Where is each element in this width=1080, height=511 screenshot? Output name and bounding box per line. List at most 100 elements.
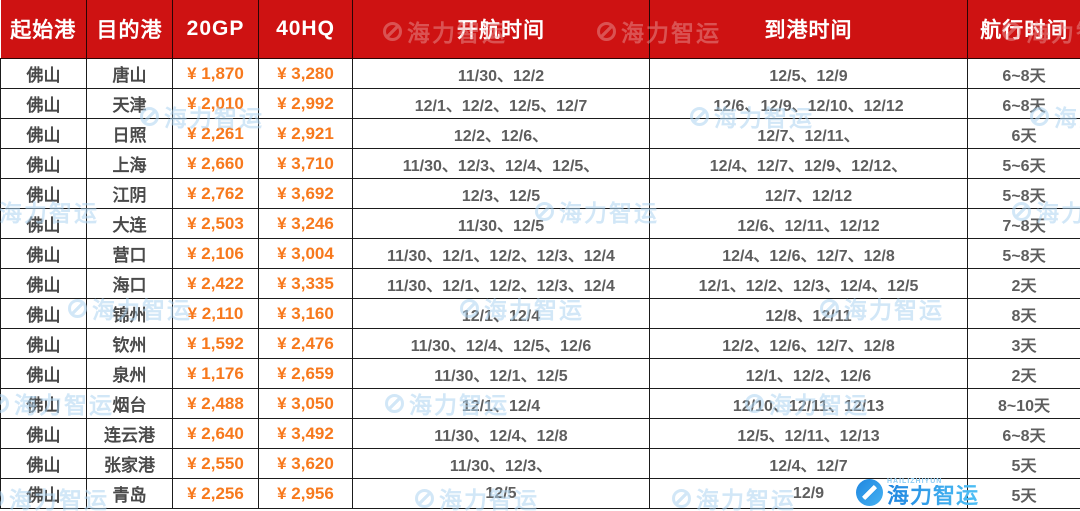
sailing-duration-cell: 8天 (967, 298, 1080, 329)
price-40hq-cell: ¥ 2,956 (258, 478, 353, 509)
table-row: 佛山 海口 ¥ 2,422 ¥ 3,335 11/30、12/1、12/2、12/3、1… (0, 268, 1080, 299)
column-header-40hq-price: 40HQ (258, 0, 353, 59)
table-row: 佛山 日照 ¥ 2,261 ¥ 2,921 12/2、12/6、 12/7、12/11、 6… (0, 118, 1080, 149)
column-header-origin-port: 起始港 (0, 0, 87, 59)
sailing-duration-cell: 8~10天 (967, 388, 1080, 419)
price-20gp-cell: ¥ 2,422 (172, 268, 259, 299)
arrival-dates-cell: 12/4、12/6、12/7、12/8 (649, 238, 968, 269)
table-row: 佛山 唐山 ¥ 1,870 ¥ 3,280 11/30、12/2 12/5、12/9 6~8… (0, 58, 1080, 89)
departure-dates-cell: 11/30、12/2 (352, 58, 650, 89)
column-header-departure-time: 开航时间 (352, 0, 650, 59)
table-row: 佛山 江阴 ¥ 2,762 ¥ 3,692 12/3、12/5 12/7、12/12 5~8… (0, 178, 1080, 209)
price-20gp-cell: ¥ 2,106 (172, 238, 259, 269)
price-40hq-cell: ¥ 2,476 (258, 328, 353, 359)
origin-port-cell: 佛山 (0, 328, 87, 359)
table-row: 佛山 锦州 ¥ 2,110 ¥ 3,160 12/1、12/4 12/8、12/11 8天 (0, 298, 1080, 329)
price-20gp-cell: ¥ 1,176 (172, 358, 259, 389)
arrival-dates-cell: 12/1、12/2、12/3、12/4、12/5 (649, 268, 968, 299)
sailing-duration-cell: 6天 (967, 118, 1080, 149)
table-row: 佛山 上海 ¥ 2,660 ¥ 3,710 11/30、12/3、12/4、12/5、 1… (0, 148, 1080, 179)
departure-dates-cell: 11/30、12/4、12/5、12/6 (352, 328, 650, 359)
destination-port-cell: 江阴 (86, 178, 173, 209)
arrival-dates-cell: 12/1、12/2、12/6 (649, 358, 968, 389)
departure-dates-cell: 12/2、12/6、 (352, 118, 650, 149)
price-40hq-cell: ¥ 3,620 (258, 448, 353, 479)
origin-port-cell: 佛山 (0, 178, 87, 209)
destination-port-cell: 上海 (86, 148, 173, 179)
table-row: 佛山 青岛 ¥ 2,256 ¥ 2,956 12/5 12/9 5天 (0, 478, 1080, 509)
price-40hq-cell: ¥ 3,246 (258, 208, 353, 239)
departure-dates-cell: 12/1、12/2、12/5、12/7 (352, 88, 650, 119)
price-20gp-cell: ¥ 2,256 (172, 478, 259, 509)
origin-port-cell: 佛山 (0, 418, 87, 449)
column-header-arrival-time: 到港时间 (649, 0, 968, 59)
price-20gp-cell: ¥ 1,592 (172, 328, 259, 359)
sailing-duration-cell: 3天 (967, 328, 1080, 359)
destination-port-cell: 日照 (86, 118, 173, 149)
sailing-duration-cell: 5~8天 (967, 238, 1080, 269)
table-row: 佛山 钦州 ¥ 1,592 ¥ 2,476 11/30、12/4、12/5、12/6 12… (0, 328, 1080, 359)
price-40hq-cell: ¥ 3,710 (258, 148, 353, 179)
departure-dates-cell: 12/3、12/5 (352, 178, 650, 209)
table-row: 佛山 营口 ¥ 2,106 ¥ 3,004 11/30、12/1、12/2、12/3、1… (0, 238, 1080, 269)
table-row: 佛山 张家港 ¥ 2,550 ¥ 3,620 11/30、12/3、 12/4、12/7 5… (0, 448, 1080, 479)
table-row: 佛山 连云港 ¥ 2,640 ¥ 3,492 11/30、12/4、12/8 12/5、1… (0, 418, 1080, 449)
origin-port-cell: 佛山 (0, 388, 87, 419)
departure-dates-cell: 11/30、12/1、12/5 (352, 358, 650, 389)
sailing-duration-cell: 6~8天 (967, 418, 1080, 449)
destination-port-cell: 锦州 (86, 298, 173, 329)
sailing-duration-cell: 5天 (967, 448, 1080, 479)
arrival-dates-cell: 12/2、12/6、12/7、12/8 (649, 328, 968, 359)
destination-port-cell: 海口 (86, 268, 173, 299)
origin-port-cell: 佛山 (0, 238, 87, 269)
destination-port-cell: 大连 (86, 208, 173, 239)
price-40hq-cell: ¥ 2,659 (258, 358, 353, 389)
column-header-destination-port: 目的港 (86, 0, 173, 59)
price-20gp-cell: ¥ 2,503 (172, 208, 259, 239)
price-40hq-cell: ¥ 3,492 (258, 418, 353, 449)
origin-port-cell: 佛山 (0, 268, 87, 299)
price-20gp-cell: ¥ 2,261 (172, 118, 259, 149)
table-row: 佛山 烟台 ¥ 2,488 ¥ 3,050 12/1、12/4 12/10、12/11、1… (0, 388, 1080, 419)
departure-dates-cell: 12/5 (352, 478, 650, 509)
destination-port-cell: 连云港 (86, 418, 173, 449)
table-header-row: 起始港 目的港 20GP 40HQ 开航时间 到港时间 航行时间 (0, 0, 1080, 59)
destination-port-cell: 青岛 (86, 478, 173, 509)
price-20gp-cell: ¥ 2,762 (172, 178, 259, 209)
price-20gp-cell: ¥ 2,660 (172, 148, 259, 179)
destination-port-cell: 营口 (86, 238, 173, 269)
departure-dates-cell: 11/30、12/5 (352, 208, 650, 239)
price-40hq-cell: ¥ 3,050 (258, 388, 353, 419)
table-row: 佛山 大连 ¥ 2,503 ¥ 3,246 11/30、12/5 12/6、12/11、1… (0, 208, 1080, 239)
sailing-duration-cell: 6~8天 (967, 88, 1080, 119)
origin-port-cell: 佛山 (0, 58, 87, 89)
destination-port-cell: 唐山 (86, 58, 173, 89)
price-40hq-cell: ¥ 3,280 (258, 58, 353, 89)
arrival-dates-cell: 12/7、12/11、 (649, 118, 968, 149)
price-20gp-cell: ¥ 1,870 (172, 58, 259, 89)
arrival-dates-cell: 12/7、12/12 (649, 178, 968, 209)
departure-dates-cell: 11/30、12/1、12/2、12/3、12/4 (352, 238, 650, 269)
departure-dates-cell: 12/1、12/4 (352, 298, 650, 329)
column-header-20gp-price: 20GP (172, 0, 259, 59)
origin-port-cell: 佛山 (0, 448, 87, 479)
price-20gp-cell: ¥ 2,488 (172, 388, 259, 419)
table-row: 佛山 泉州 ¥ 1,176 ¥ 2,659 11/30、12/1、12/5 12/1、12… (0, 358, 1080, 389)
sailing-duration-cell: 2天 (967, 268, 1080, 299)
price-20gp-cell: ¥ 2,640 (172, 418, 259, 449)
arrival-dates-cell: 12/5、12/9 (649, 58, 968, 89)
destination-port-cell: 张家港 (86, 448, 173, 479)
price-40hq-cell: ¥ 3,692 (258, 178, 353, 209)
price-20gp-cell: ¥ 2,110 (172, 298, 259, 329)
origin-port-cell: 佛山 (0, 118, 87, 149)
price-40hq-cell: ¥ 3,335 (258, 268, 353, 299)
departure-dates-cell: 11/30、12/3、 (352, 448, 650, 479)
price-40hq-cell: ¥ 2,921 (258, 118, 353, 149)
arrival-dates-cell: 12/8、12/11 (649, 298, 968, 329)
destination-port-cell: 泉州 (86, 358, 173, 389)
origin-port-cell: 佛山 (0, 148, 87, 179)
arrival-dates-cell: 12/6、12/9、12/10、12/12 (649, 88, 968, 119)
origin-port-cell: 佛山 (0, 88, 87, 119)
origin-port-cell: 佛山 (0, 208, 87, 239)
